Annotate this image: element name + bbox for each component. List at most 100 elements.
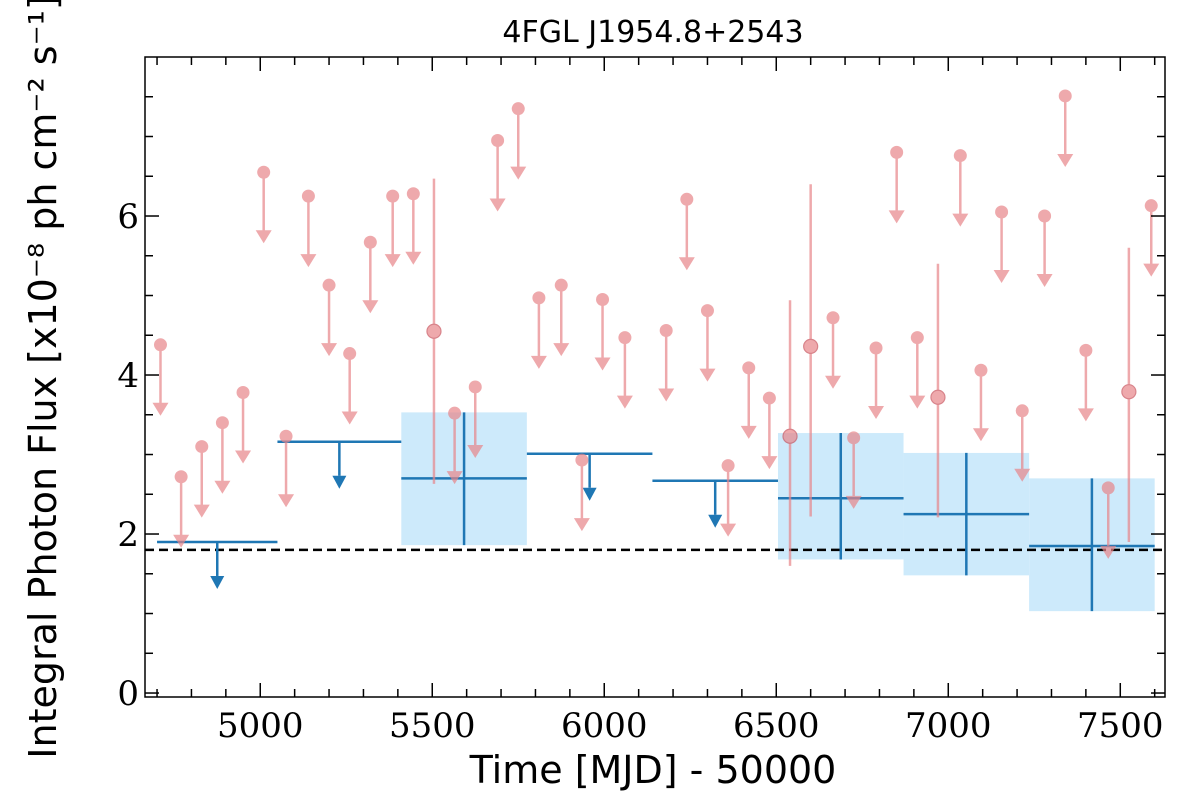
short-bin-upper-limit [362, 235, 379, 314]
short-bin-upper-limit [594, 292, 611, 371]
short-bin-upper-limit-marker [386, 189, 400, 203]
short-bin-upper-limit-head [699, 368, 716, 382]
short-bin-detection-marker [803, 338, 819, 354]
long-bin-detection [777, 433, 904, 560]
short-bin-upper-limit [658, 323, 675, 402]
short-bin-upper-limit-marker [847, 431, 861, 445]
short-bin-upper-limit-head [467, 444, 484, 458]
short-bin-detection-marker [426, 323, 442, 339]
short-bin-upper-limit-marker [618, 331, 632, 345]
short-bin-upper-limit-marker [554, 278, 568, 292]
short-bin-upper-limit-head [446, 471, 463, 485]
short-bin-upper-limit-head [952, 213, 969, 227]
y-tick-label: 6 [117, 197, 139, 237]
short-bin-upper-limit-marker [1038, 209, 1052, 223]
short-bin-upper-limit [993, 205, 1010, 284]
short-bin-upper-limit-head [255, 230, 272, 244]
short-bin-upper-limit [530, 291, 547, 369]
short-bin-upper-limit-head [384, 254, 401, 268]
y-tick-label: 0 [117, 674, 139, 714]
short-bin-upper-limit-marker [1058, 89, 1072, 103]
short-bin-upper-limit-marker [236, 386, 250, 400]
short-bin-upper-limit-marker [215, 416, 229, 430]
short-bin-detection-marker [782, 428, 798, 444]
long-bin-upper-limit [277, 440, 402, 489]
short-bin-upper-limit-head [214, 480, 231, 494]
x-axis-title: Time [MJD] - 50000 [469, 748, 837, 792]
short-bin-upper-limit-marker [974, 363, 988, 377]
short-bin-upper-limit-marker [301, 189, 315, 203]
short-bin-upper-limit-marker [742, 361, 756, 375]
short-bin-upper-limit [489, 133, 506, 212]
short-bin-upper-limit-marker [596, 292, 610, 306]
short-bin-upper-limit-marker [322, 278, 336, 292]
short-bin-upper-limit [300, 189, 317, 268]
plot-frame [144, 56, 1166, 698]
short-bin-upper-limit [341, 347, 358, 425]
short-bin-detection [426, 178, 442, 484]
short-bin-upper-limit-marker [890, 145, 904, 159]
short-bin-upper-limit-marker [195, 440, 209, 454]
short-bin-upper-limit-marker [406, 187, 420, 201]
short-bin-upper-limit-marker [575, 453, 589, 467]
x-tick-label: 5000 [217, 706, 304, 746]
short-bin-upper-limit-head [658, 388, 675, 402]
short-bin-upper-limit-head [362, 300, 379, 314]
short-bin-upper-limit-marker [995, 205, 1009, 219]
short-bin-upper-limit-marker [153, 338, 167, 352]
short-bin-upper-limit-head [300, 254, 317, 268]
short-bin-upper-limit-head [888, 210, 905, 224]
x-tick-label: 7500 [1077, 706, 1164, 746]
short-bin-upper-limit [1057, 89, 1074, 167]
short-bin-upper-limit [972, 363, 989, 442]
short-bin-upper-limit [467, 380, 484, 458]
short-bin-upper-limit-marker [279, 429, 293, 443]
x-tick-label: 5500 [389, 706, 476, 746]
short-bin-upper-limit-marker [1101, 481, 1115, 495]
short-bin-upper-limit-head [1036, 274, 1053, 288]
short-bin-upper-limit [193, 440, 210, 518]
short-bin-upper-limit [761, 391, 778, 470]
short-bin-upper-limit-head [616, 395, 633, 409]
short-bin-upper-limit-head [1143, 263, 1160, 277]
short-bin-upper-limit-marker [680, 192, 694, 206]
short-bin-upper-limit-marker [700, 304, 714, 318]
short-bin-upper-limit-head [510, 166, 527, 180]
short-bin-upper-limit-head [868, 405, 885, 419]
short-bin-upper-limit-marker [174, 470, 188, 484]
short-bin-upper-limit [1077, 343, 1094, 422]
short-bin-upper-limit [952, 149, 969, 227]
short-bin-upper-limit [868, 341, 885, 419]
long-bin-upper-limit [652, 479, 778, 528]
short-bin-upper-limit [278, 429, 295, 508]
short-bin-upper-limit [446, 406, 463, 485]
short-bin-upper-limit-marker [448, 406, 462, 420]
short-bin-detection-marker [930, 389, 946, 405]
short-bin-upper-limit-marker [659, 323, 673, 337]
short-bin-upper-limit-head [173, 534, 190, 548]
short-bin-upper-limit-marker [363, 235, 377, 249]
x-tick-label: 6500 [733, 706, 820, 746]
short-bin-upper-limit [845, 431, 862, 509]
short-bin-upper-limit-head [321, 343, 338, 357]
short-bin-upper-limit-head [573, 518, 590, 532]
short-bin-detection-marker [1121, 384, 1137, 400]
short-bin-upper-limit [321, 278, 338, 357]
short-bin-upper-limit [214, 416, 231, 494]
short-bin-upper-limit-head [1100, 545, 1117, 559]
short-bin-upper-limit-head [341, 411, 358, 425]
long-bin-upper-limit-head [582, 487, 597, 501]
short-bin-upper-limit [573, 453, 590, 532]
short-bin-upper-limit-marker [1015, 404, 1029, 418]
long-bin-detection [401, 412, 527, 546]
short-bin-upper-limit [510, 102, 527, 180]
short-bin-upper-limit-marker [468, 380, 482, 394]
short-bin-upper-limit [405, 187, 422, 265]
plot-area: 5000 5500 6000 6500 7000 7500 0 2 4 6 [117, 56, 1166, 746]
short-bin-upper-limit [384, 189, 401, 268]
long-bin-upper-limit [157, 540, 278, 589]
short-bin-upper-limit [825, 311, 842, 389]
short-bin-upper-limit-head [1057, 153, 1074, 167]
short-bin-upper-limit-head [972, 428, 989, 442]
short-bin-upper-limit-marker [532, 291, 546, 305]
